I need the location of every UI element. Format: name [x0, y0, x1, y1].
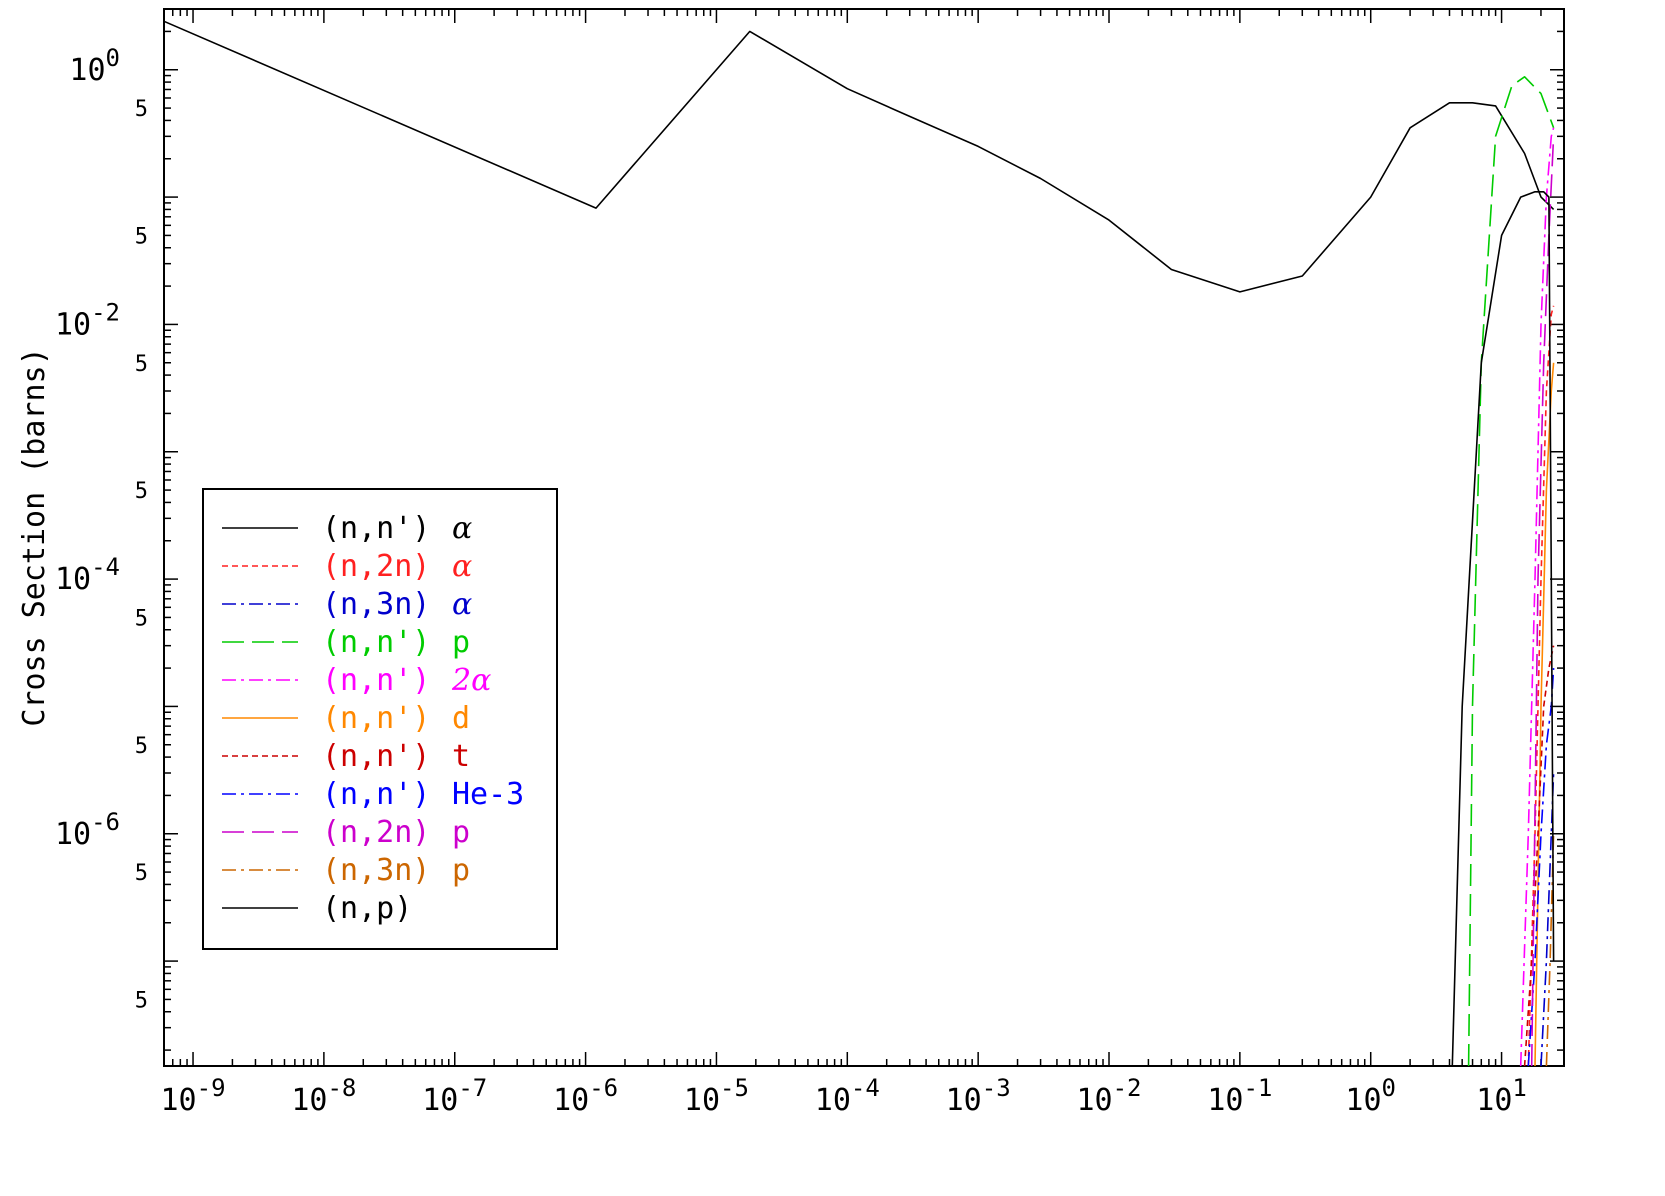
legend-label: (n,3n) p	[322, 853, 470, 888]
legend-label: (n,3n) α	[322, 587, 472, 622]
y-tick-label: 10-4	[55, 553, 120, 597]
plot-frame	[163, 8, 1565, 1067]
axis-ticks: 10-9 10-8 10-7 10-6 10-5 10-4 10-3 10-2 10-1 100 1…	[55, 8, 1565, 1118]
legend-label: (n,n') 2α	[322, 663, 491, 698]
series-line	[1527, 668, 1555, 1067]
series-lines	[163, 20, 1555, 1067]
y-minor-tick-label: 5	[135, 734, 148, 759]
y-minor-tick-label: 5	[135, 479, 148, 504]
x-tick-label: 10-3	[946, 1074, 1011, 1118]
x-tick-label: 10-2	[1076, 1074, 1141, 1118]
y-minor-tick-label: 5	[135, 606, 148, 631]
x-tick-label: 10-8	[291, 1074, 356, 1118]
y-tick-label: 100	[69, 44, 120, 88]
legend-label: (n,2n) p	[322, 815, 470, 850]
legend-label: (n,n') t	[322, 739, 470, 774]
x-tick-label: 101	[1476, 1074, 1527, 1118]
y-axis-label: Cross Section (barns)	[17, 347, 52, 726]
y-tick-label: 10-2	[55, 298, 120, 342]
x-tick-label: 10-7	[422, 1074, 487, 1118]
y-minor-tick-label: 5	[135, 97, 148, 122]
series-line	[163, 20, 1555, 293]
legend-label: (n,n') d	[322, 701, 470, 736]
y-tick-label: 10-6	[55, 808, 120, 852]
x-tick-label: 10-4	[815, 1074, 880, 1118]
y-minor-tick-label: 5	[135, 352, 148, 377]
x-tick-label: 10-5	[684, 1074, 749, 1118]
legend-label: (n,n') He-3	[322, 777, 524, 812]
series-line	[1451, 191, 1555, 1067]
legend-label: (n,2n) α	[322, 549, 472, 584]
y-minor-tick-label: 5	[135, 861, 148, 886]
series-line	[1519, 127, 1555, 1067]
series-line	[1523, 645, 1555, 1067]
legend: (n,n') α(n,2n) α(n,3n) α(n,n') p(n,n') 2α(n,n…	[202, 488, 558, 950]
legend-label: (n,n') p	[322, 625, 470, 660]
x-tick-label: 10-1	[1207, 1074, 1272, 1118]
x-tick-label: 10-6	[553, 1074, 618, 1118]
legend-label: (n,n') α	[322, 511, 472, 546]
y-minor-tick-label: 5	[135, 988, 148, 1013]
x-tick-label: 100	[1345, 1074, 1396, 1118]
x-tick-label: 10-9	[161, 1074, 226, 1118]
y-minor-tick-label: 5	[135, 224, 148, 249]
series-line	[1530, 136, 1555, 1067]
legend-label: (n,p)	[322, 891, 412, 926]
